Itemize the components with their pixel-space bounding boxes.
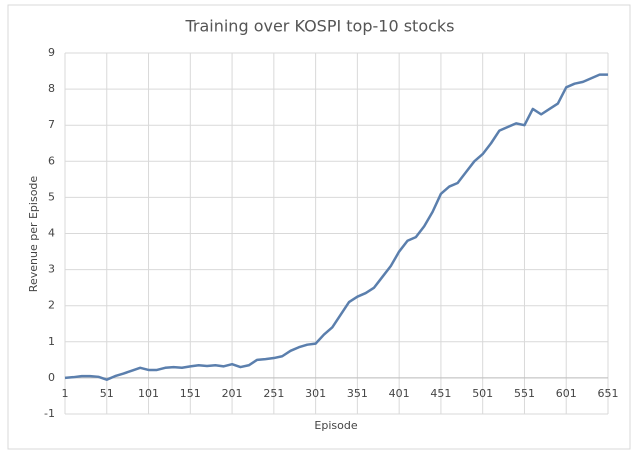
y-tick-label: -1: [44, 407, 55, 420]
chart-title: Training over KOSPI top-10 stocks: [184, 17, 454, 36]
data-line: [64, 73, 608, 381]
y-tick-label: 4: [48, 227, 55, 240]
x-tick-label: 601: [556, 387, 577, 400]
x-tick-label: 101: [138, 387, 159, 400]
y-tick-label: 8: [48, 82, 55, 95]
y-axis-label: Revenue per Episode: [27, 176, 40, 293]
x-tick-label: 201: [222, 387, 243, 400]
y-tick-label: 9: [48, 46, 55, 59]
y-tick-label: 5: [48, 190, 55, 203]
x-tick-label: 51: [100, 387, 114, 400]
y-tick-label: 6: [48, 154, 55, 167]
y-tick-label: 2: [48, 299, 55, 312]
x-tick-label: 151: [180, 387, 201, 400]
y-tick-label: 3: [48, 263, 55, 276]
x-tick-label: 451: [430, 387, 451, 400]
chart-border: [7, 4, 631, 450]
x-tick-label: 1: [62, 387, 69, 400]
x-tick-label: 501: [472, 387, 493, 400]
x-tick-label: 551: [514, 387, 535, 400]
y-tick-label: 0: [48, 371, 55, 384]
x-tick-label: 401: [389, 387, 410, 400]
x-tick-label: 651: [598, 387, 619, 400]
y-tick-label: 1: [48, 335, 55, 348]
x-tick-label: 251: [263, 387, 284, 400]
x-tick-label: 351: [347, 387, 368, 400]
x-tick-label: 301: [305, 387, 326, 400]
x-axis-label: Episode: [314, 419, 357, 432]
y-tick-label: 7: [48, 118, 55, 131]
